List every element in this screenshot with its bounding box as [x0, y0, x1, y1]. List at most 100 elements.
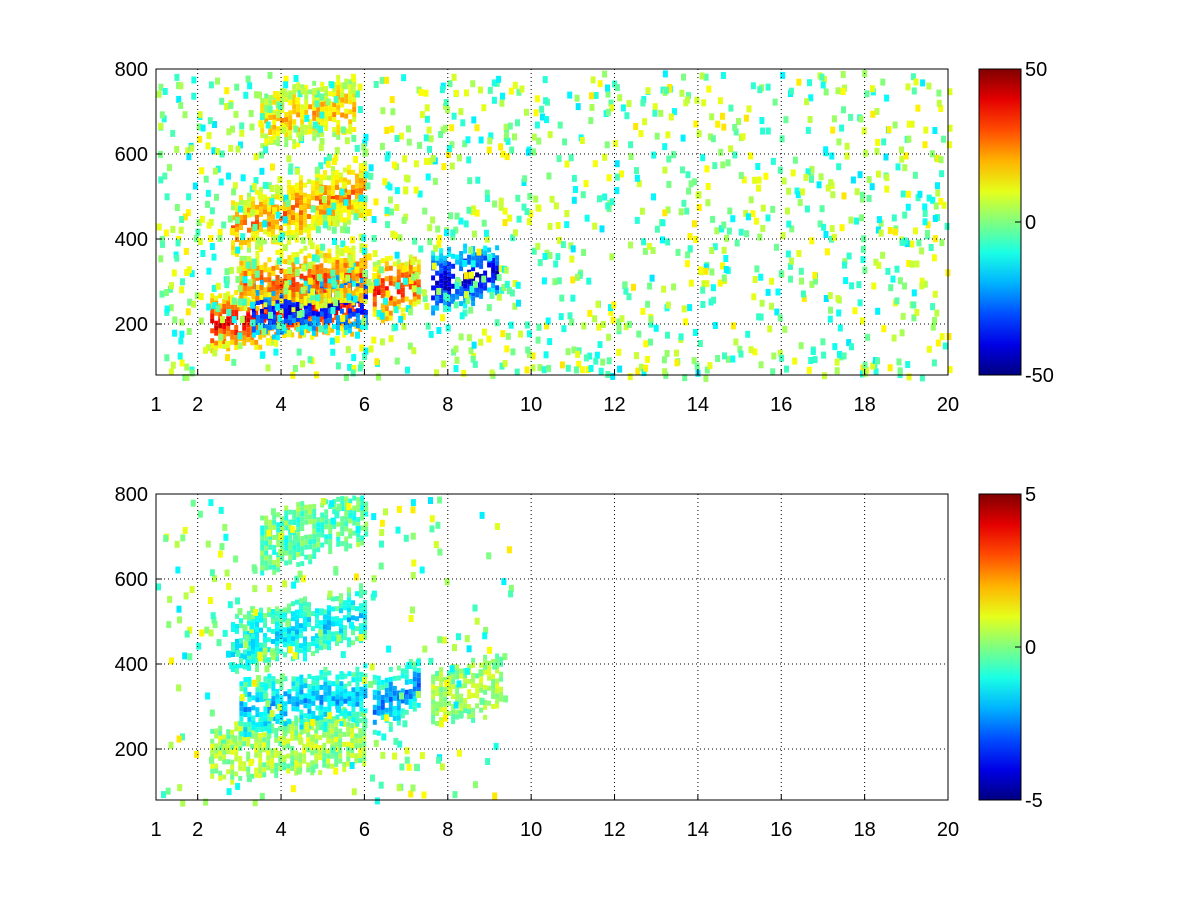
heat-cell: [291, 601, 295, 607]
heat-cell: [319, 669, 324, 675]
heat-cell: [259, 269, 264, 275]
heat-cell: [194, 292, 200, 300]
heat-cell: [319, 625, 323, 631]
heat-cell: [347, 607, 351, 613]
heat-cell: [512, 280, 518, 287]
heat-cell: [251, 679, 257, 687]
heat-cell: [772, 98, 778, 106]
x-tick-label: 12: [603, 394, 625, 416]
heat-cell: [262, 742, 267, 748]
heat-cell: [299, 283, 304, 289]
heat-cell: [259, 727, 264, 732]
heat-cell: [835, 87, 841, 95]
heat-cell: [424, 302, 430, 310]
heat-cell: [242, 761, 247, 767]
heat-cell: [271, 639, 275, 644]
heat-cell: [396, 264, 401, 270]
heat-cell: [166, 621, 172, 629]
heat-cell: [428, 330, 434, 338]
heat-cell: [300, 286, 306, 294]
heat-cell: [246, 751, 251, 757]
heat-cell: [319, 719, 324, 725]
heat-cell: [334, 731, 339, 737]
heat-cell: [268, 130, 273, 135]
heat-cell: [518, 330, 523, 338]
heat-cell: [416, 702, 421, 708]
heat-cell: [680, 166, 685, 174]
heat-cell: [400, 287, 405, 293]
heat-cell: [535, 242, 541, 250]
heat-cell: [323, 205, 327, 211]
heat-cell: [534, 95, 540, 103]
heat-cell: [641, 369, 647, 377]
heat-cell: [380, 288, 385, 294]
heat-cell: [243, 305, 248, 311]
heat-cell: [263, 632, 267, 638]
heat-cell: [312, 503, 317, 509]
heat-cell: [259, 186, 263, 192]
heat-cell: [392, 675, 397, 681]
heat-cell: [363, 599, 367, 605]
heat-cell: [307, 723, 312, 729]
heat-cell: [876, 216, 882, 224]
heat-cell: [721, 246, 727, 254]
heat-cell: [439, 293, 444, 299]
heat-cell: [287, 603, 291, 609]
heat-cell: [303, 683, 308, 689]
heat-cell: [347, 179, 351, 185]
heat-cell: [354, 266, 360, 274]
heat-cell: [218, 750, 223, 756]
heat-cell: [259, 278, 264, 284]
heat-cell: [311, 216, 316, 223]
heat-cell: [374, 358, 380, 366]
heat-cell: [339, 711, 344, 717]
heat-cell: [396, 259, 401, 265]
heat-cell: [711, 296, 717, 304]
heat-cell: [262, 747, 267, 753]
heat-cell: [247, 630, 251, 636]
heat-cell: [451, 253, 456, 259]
heat-cell: [468, 246, 474, 254]
heat-cell: [271, 270, 276, 276]
heat-cell: [315, 715, 320, 721]
heat-cell: [720, 112, 725, 120]
heat-cell: [259, 692, 264, 697]
heat-cell: [455, 664, 460, 670]
heat-cell: [239, 129, 245, 137]
heat-cell: [909, 260, 915, 268]
heat-cell: [327, 610, 331, 616]
heat-cell: [272, 124, 277, 130]
heat-cell: [339, 623, 343, 629]
heat-cell: [253, 608, 259, 616]
heat-cell: [249, 626, 254, 634]
heat-cell: [423, 134, 429, 142]
heat-cell: [355, 276, 360, 282]
heat-cell: [327, 313, 332, 319]
heat-cell: [513, 229, 518, 237]
heat-cell: [400, 708, 405, 714]
heat-cell: [290, 766, 295, 771]
heat-cell: [758, 313, 764, 321]
heat-cell: [347, 298, 352, 303]
heat-cell: [291, 297, 296, 303]
heat-cell: [687, 245, 693, 253]
heat-cell: [339, 172, 343, 178]
heat-cell: [368, 286, 374, 294]
heat-cell: [234, 751, 239, 757]
heat-cell: [347, 597, 351, 603]
heat-cell: [208, 81, 214, 89]
heat-cell: [218, 178, 224, 186]
heat-cell: [605, 90, 611, 98]
heat-cell: [737, 345, 743, 353]
heat-cell: [310, 288, 316, 296]
heat-cell: [263, 199, 267, 205]
heat-cell: [350, 306, 355, 312]
heat-cell: [237, 285, 243, 293]
heat-cell: [216, 639, 222, 647]
heat-cell: [506, 546, 512, 554]
heat-cell: [172, 329, 178, 337]
heat-cell: [447, 670, 452, 676]
heat-cell: [284, 117, 289, 123]
bottom-colorbar: 50-5: [978, 484, 1043, 812]
heat-cell: [606, 174, 612, 182]
